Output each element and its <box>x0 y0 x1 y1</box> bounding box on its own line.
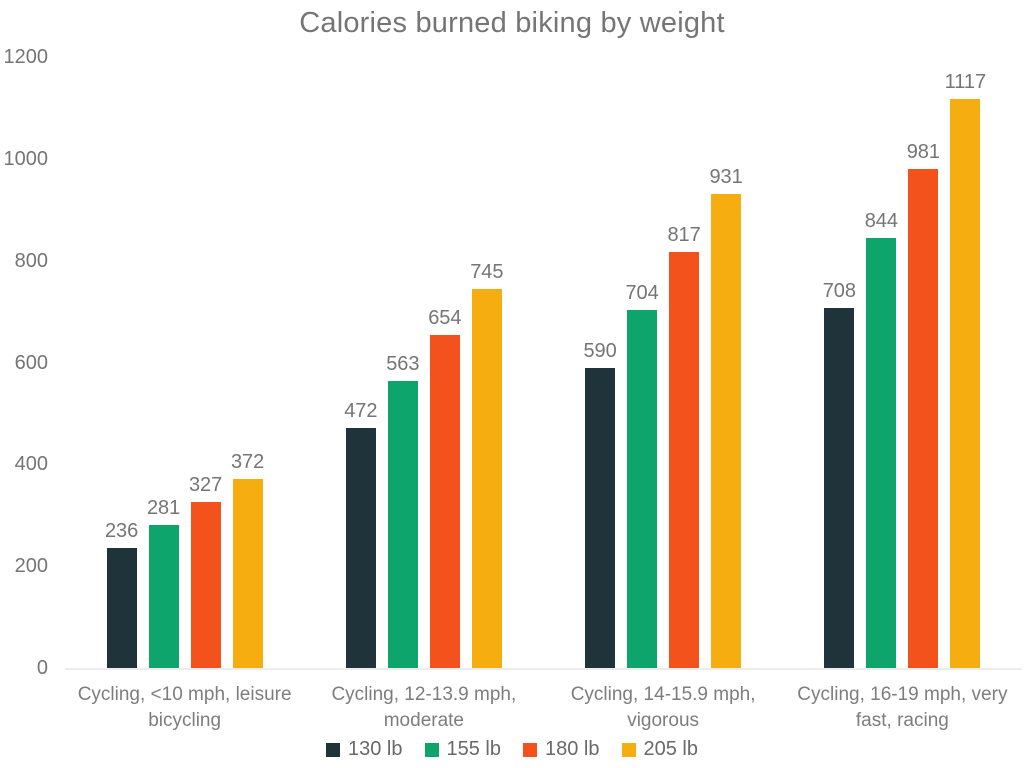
chart-title: Calories burned biking by weight <box>299 7 725 39</box>
bar-205-lb <box>232 478 263 668</box>
bar-value-label: 1117 <box>944 71 987 94</box>
bar-cluster: 708 844 981 1117 <box>822 57 986 668</box>
bar-column: 654 <box>428 307 462 668</box>
legend-swatch <box>523 742 537 757</box>
category-label: Cycling, 12-13.9 mph, moderate <box>331 684 517 731</box>
bar-column: 817 <box>667 224 701 668</box>
bar-180-lb <box>908 168 939 668</box>
bar-cluster: 590 704 817 931 <box>583 57 743 668</box>
bar-value-label: 708 <box>822 279 857 302</box>
y-axis: 0 200 400 600 800 1000 1200 <box>0 0 49 768</box>
bar-155-lb <box>387 381 418 668</box>
legend-label: 155 lb <box>446 738 502 760</box>
y-axis-tick-label: 200 <box>14 555 48 578</box>
bar-value-label: 745 <box>470 260 504 283</box>
bar-group: 472 563 654 745 Cycling, 12-13.9 mph, modera… <box>304 57 543 734</box>
bar-180-lb <box>429 335 460 668</box>
bar-column: 590 <box>583 339 617 668</box>
y-axis-tick-label: 0 <box>36 657 48 679</box>
bar-column: 372 <box>230 450 265 668</box>
bar-value-label: 981 <box>906 140 941 163</box>
bar-column: 931 <box>709 166 743 668</box>
bar-value-label: 472 <box>344 399 378 422</box>
bar-column: 472 <box>344 399 378 668</box>
bar-130-lb <box>585 367 616 668</box>
bar-130-lb <box>106 547 137 668</box>
bar-group: 708 844 981 1117 Cycling, 16-19 mph, very fa… <box>783 57 1022 734</box>
bar-group: 590 704 817 931 Cycling, 14-15.9 mph, vigoro… <box>544 57 783 734</box>
legend-item: 180 lb <box>523 738 600 761</box>
bar-value-label: 563 <box>386 353 420 376</box>
bar-column: 281 <box>146 496 181 668</box>
legend-item: 205 lb <box>621 738 699 761</box>
bar-value-label: 844 <box>864 210 899 233</box>
bar-column: 708 <box>822 279 857 668</box>
bar-value-label: 931 <box>709 166 743 188</box>
legend-label: 130 lb <box>348 738 403 760</box>
bar-value-label: 817 <box>667 224 701 246</box>
bar-cluster: 236 281 327 372 <box>104 57 265 668</box>
bar-130-lb <box>345 427 376 668</box>
bar-value-label: 281 <box>146 496 181 519</box>
bar-column: 236 <box>104 519 139 668</box>
bar-value-label: 372 <box>230 450 265 473</box>
legend-swatch <box>621 742 636 757</box>
bar-180-lb <box>190 501 221 668</box>
y-axis-tick-label: 400 <box>14 453 48 476</box>
bar-155-lb <box>627 309 658 668</box>
plot-groups: 236 281 327 372 Cycling, <10 mph, leisure bi… <box>65 57 1022 734</box>
bar-column: 981 <box>906 140 941 668</box>
bar-column: 1117 <box>945 71 986 668</box>
x-axis-baseline <box>65 668 1022 670</box>
bar-value-label: 654 <box>428 307 462 329</box>
category-label: Cycling, <10 mph, leisure bicycling <box>77 684 292 731</box>
bar-cluster: 472 563 654 745 <box>344 57 504 668</box>
bar-column: 745 <box>470 260 504 668</box>
category-label: Cycling, 14-15.9 mph, vigorous <box>570 684 756 731</box>
legend-label: 205 lb <box>643 738 699 760</box>
bar-column: 563 <box>386 353 420 668</box>
bar-value-label: 704 <box>625 281 659 304</box>
y-axis-tick-label: 800 <box>14 249 48 272</box>
bar-group: 236 281 327 372 Cycling, <10 mph, leisure bi… <box>65 57 304 734</box>
bar-column: 327 <box>188 473 223 668</box>
legend-label: 180 lb <box>545 738 600 760</box>
bar-value-label: 236 <box>104 519 139 542</box>
bar-column: 704 <box>625 281 659 668</box>
legend-swatch <box>424 742 439 757</box>
bar-column: 844 <box>864 210 899 668</box>
bar-205-lb <box>471 288 502 668</box>
y-axis-tick-label: 1200 <box>3 46 49 68</box>
bar-205-lb <box>711 194 742 668</box>
legend-swatch <box>326 742 340 757</box>
bar-205-lb <box>950 99 981 668</box>
bar-180-lb <box>669 252 700 668</box>
bar-value-label: 327 <box>188 473 223 496</box>
legend: 130 lb 155 lb 180 lb 205 lb <box>0 738 1024 761</box>
legend-item: 130 lb <box>326 738 403 761</box>
legend-item: 155 lb <box>424 738 502 761</box>
bar-155-lb <box>148 524 179 668</box>
bar-130-lb <box>824 307 855 668</box>
bar-value-label: 590 <box>583 339 617 362</box>
y-axis-tick-label: 1000 <box>3 147 49 170</box>
bar-155-lb <box>866 238 897 668</box>
y-axis-tick-label: 600 <box>14 351 48 374</box>
category-label: Cycling, 16-19 mph, very fast, racing <box>797 684 1008 731</box>
